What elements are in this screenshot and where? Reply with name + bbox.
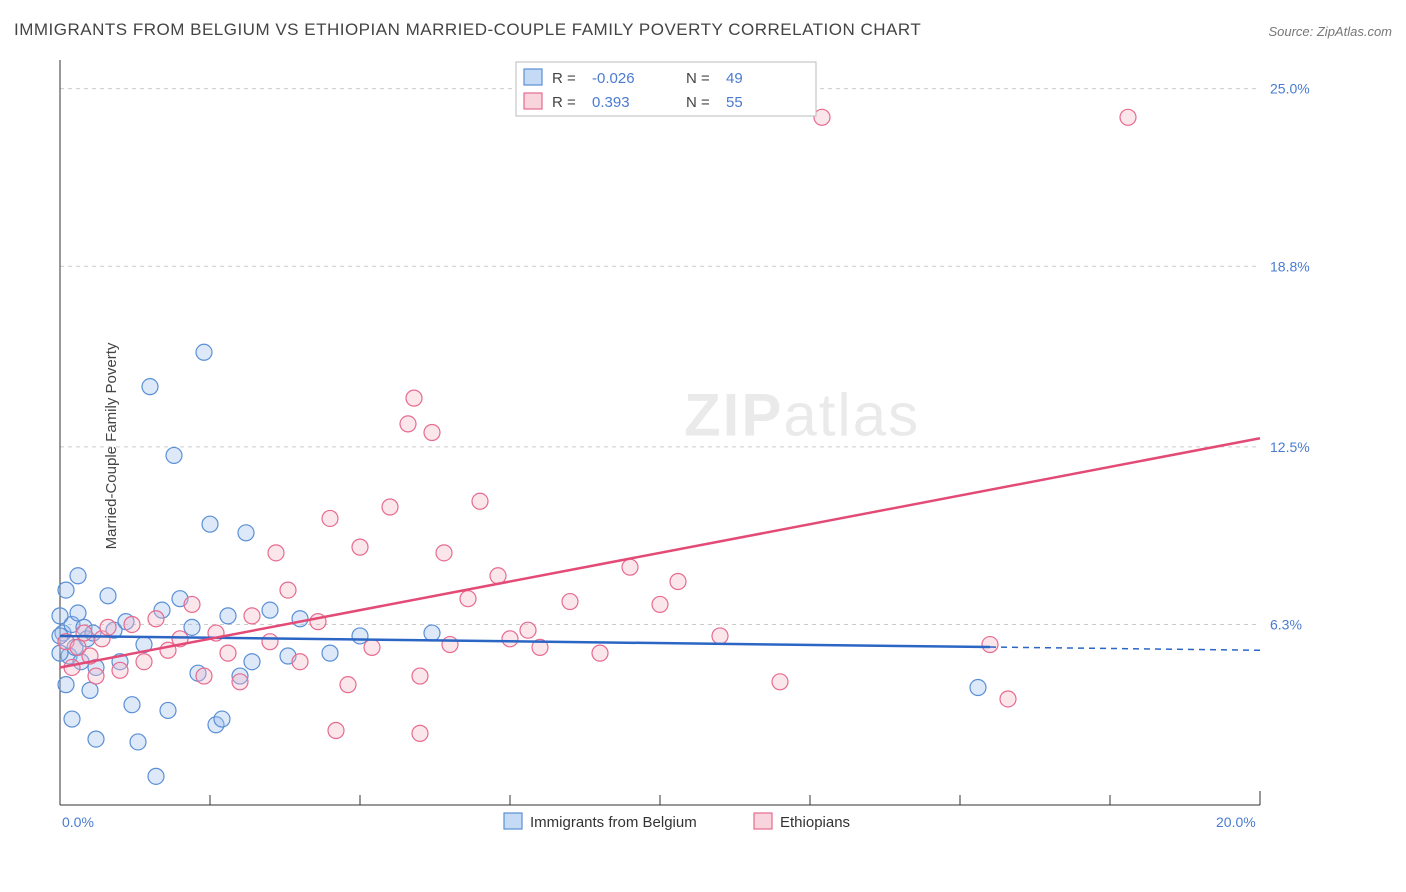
legend-swatch-ethiopians — [524, 93, 542, 109]
bottom-legend-label-belgium: Immigrants from Belgium — [530, 814, 697, 831]
data-point-ethiopians — [112, 662, 128, 678]
x-tick-label: 20.0% — [1216, 814, 1256, 830]
data-point-ethiopians — [76, 625, 92, 641]
data-point-ethiopians — [262, 634, 278, 650]
legend-r-label: R = — [552, 70, 576, 87]
data-point-ethiopians — [412, 668, 428, 684]
data-point-ethiopians — [502, 631, 518, 647]
watermark: ZIPatlas — [684, 381, 920, 448]
data-point-belgium — [82, 682, 98, 698]
data-point-ethiopians — [490, 568, 506, 584]
data-point-belgium — [244, 654, 260, 670]
y-tick-label: 25.0% — [1270, 81, 1310, 97]
data-point-ethiopians — [328, 723, 344, 739]
data-point-belgium — [220, 608, 236, 624]
data-point-ethiopians — [406, 390, 422, 406]
data-point-ethiopians — [148, 611, 164, 627]
data-point-ethiopians — [244, 608, 260, 624]
data-point-ethiopians — [1120, 109, 1136, 125]
chart-plot: 6.3% 12.5% 18.8% 25.0% 0.0% 20.0% ZIPatlas R =-… — [50, 55, 1330, 845]
data-point-ethiopians — [460, 591, 476, 607]
data-point-ethiopians — [442, 637, 458, 653]
data-point-ethiopians — [268, 545, 284, 561]
data-point-ethiopians — [88, 668, 104, 684]
data-point-belgium — [424, 625, 440, 641]
data-point-belgium — [58, 582, 74, 598]
data-point-ethiopians — [652, 596, 668, 612]
data-point-ethiopians — [196, 668, 212, 684]
legend-n-value-belgium: 49 — [726, 70, 743, 87]
data-point-ethiopians — [712, 628, 728, 644]
data-point-ethiopians — [622, 559, 638, 575]
data-point-belgium — [142, 379, 158, 395]
data-point-belgium — [262, 602, 278, 618]
legend-n-label: N = — [686, 94, 710, 111]
data-point-belgium — [322, 645, 338, 661]
data-point-ethiopians — [220, 645, 236, 661]
data-point-belgium — [352, 628, 368, 644]
data-point-ethiopians — [184, 596, 200, 612]
chart-title: IMMIGRANTS FROM BELGIUM VS ETHIOPIAN MAR… — [14, 20, 921, 40]
data-point-belgium — [160, 702, 176, 718]
data-point-ethiopians — [562, 594, 578, 610]
data-point-belgium — [100, 588, 116, 604]
data-point-belgium — [130, 734, 146, 750]
x-tick-label: 0.0% — [62, 814, 94, 830]
data-point-belgium — [196, 344, 212, 360]
data-point-ethiopians — [232, 674, 248, 690]
source-label: Source: ZipAtlas.com — [1268, 24, 1392, 39]
data-point-ethiopians — [1000, 691, 1016, 707]
data-point-ethiopians — [436, 545, 452, 561]
data-point-ethiopians — [280, 582, 296, 598]
data-point-ethiopians — [520, 622, 536, 638]
legend-r-value-ethiopians: 0.393 — [592, 94, 630, 111]
data-point-ethiopians — [292, 654, 308, 670]
data-point-ethiopians — [592, 645, 608, 661]
trend-line-dash-belgium — [990, 647, 1260, 650]
bottom-legend-swatch-ethiopians — [754, 813, 772, 829]
legend-n-label: N = — [686, 70, 710, 87]
data-point-ethiopians — [400, 416, 416, 432]
legend-n-value-ethiopians: 55 — [726, 94, 743, 111]
data-point-ethiopians — [424, 425, 440, 441]
data-point-belgium — [52, 608, 68, 624]
chart-svg: 6.3% 12.5% 18.8% 25.0% 0.0% 20.0% ZIPatlas R =-… — [50, 55, 1330, 845]
data-point-ethiopians — [982, 637, 998, 653]
data-point-belgium — [970, 680, 986, 696]
y-tick-label: 12.5% — [1270, 439, 1310, 455]
data-point-belgium — [292, 611, 308, 627]
data-point-ethiopians — [100, 619, 116, 635]
data-point-belgium — [148, 768, 164, 784]
legend-swatch-belgium — [524, 69, 542, 85]
data-point-ethiopians — [352, 539, 368, 555]
data-point-ethiopians — [124, 616, 140, 632]
data-point-belgium — [238, 525, 254, 541]
data-point-belgium — [166, 447, 182, 463]
data-point-belgium — [214, 711, 230, 727]
data-point-ethiopians — [322, 510, 338, 526]
data-point-ethiopians — [772, 674, 788, 690]
data-point-ethiopians — [136, 654, 152, 670]
trend-line-ethiopians — [60, 438, 1260, 667]
bottom-legend-label-ethiopians: Ethiopians — [780, 814, 850, 831]
y-tick-label: 18.8% — [1270, 258, 1310, 274]
data-point-ethiopians — [364, 639, 380, 655]
bottom-legend-swatch-belgium — [504, 813, 522, 829]
data-point-belgium — [70, 568, 86, 584]
data-point-belgium — [88, 731, 104, 747]
data-point-ethiopians — [412, 725, 428, 741]
data-point-ethiopians — [382, 499, 398, 515]
data-point-ethiopians — [472, 493, 488, 509]
data-point-belgium — [64, 711, 80, 727]
y-tick-label: 6.3% — [1270, 616, 1302, 632]
data-point-belgium — [70, 605, 86, 621]
data-point-ethiopians — [670, 574, 686, 590]
data-point-belgium — [124, 697, 140, 713]
data-point-belgium — [202, 516, 218, 532]
data-point-ethiopians — [340, 677, 356, 693]
legend-r-value-belgium: -0.026 — [592, 70, 635, 87]
data-point-belgium — [58, 677, 74, 693]
legend-r-label: R = — [552, 94, 576, 111]
data-point-belgium — [184, 619, 200, 635]
